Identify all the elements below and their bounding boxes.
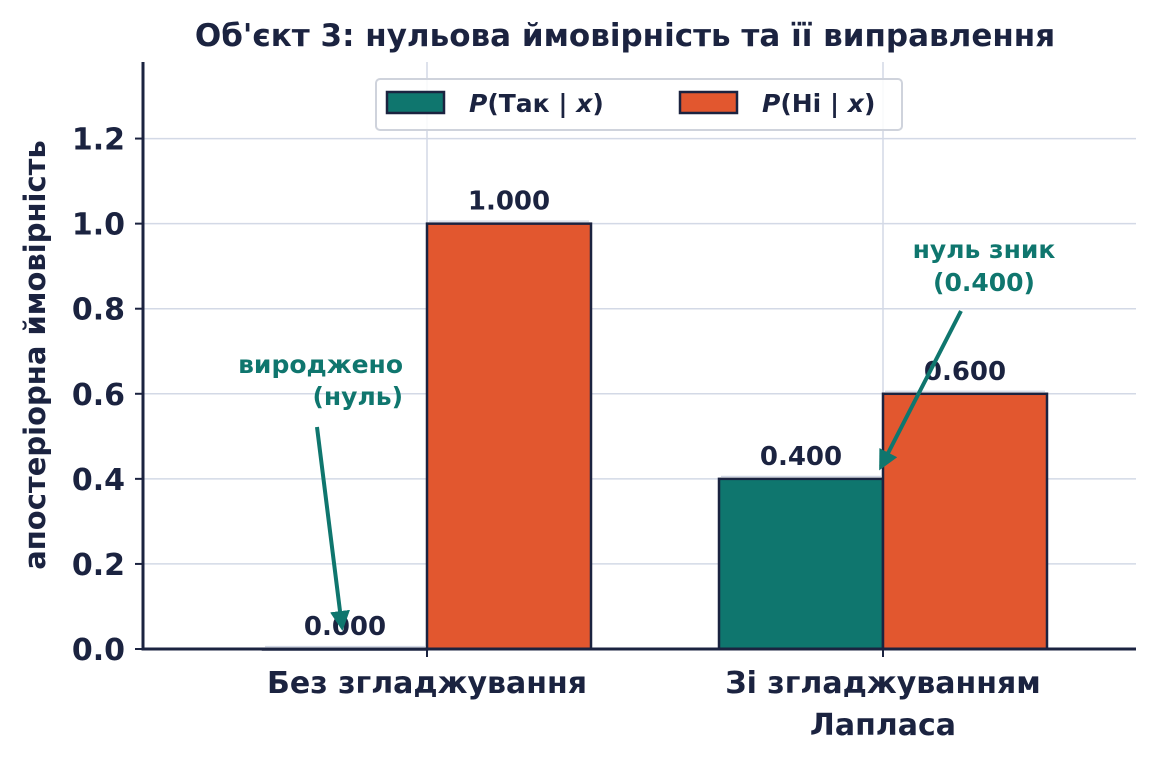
y-tick-label: 0.8 [72, 293, 125, 328]
legend-swatch [385, 90, 446, 115]
annotation-text: (нуль) [312, 382, 403, 411]
annotation-arrow [879, 310, 963, 471]
legend-label-part: (Так | [487, 89, 576, 118]
annotations: вироджено (нуль) нуль зник (0.400) [238, 235, 1056, 631]
data-label: 0.400 [760, 442, 842, 472]
data-label: 0.600 [924, 357, 1006, 387]
annotation-text: (0.400) [933, 268, 1035, 297]
legend-label-part: P [762, 89, 780, 118]
legend: P(Так | x) P(Ні | x) [375, 78, 903, 131]
bar-no-1 [881, 392, 1049, 651]
x-tick-label: Зі згладжуванням [725, 666, 1040, 701]
x-tick-label: Без згладжування [267, 666, 587, 701]
y-tick-label: 1.0 [72, 208, 125, 243]
legend-label-part: x [574, 89, 593, 118]
bar-no-0 [425, 222, 593, 651]
bars: 0.000 0.400 1.000 0.600 [261, 187, 1049, 651]
legend-label-part: (Ні | [780, 89, 847, 118]
y-tick-label: 1.2 [72, 123, 125, 158]
chart-title: Об'єкт 3: нульова ймовірність та її випр… [195, 18, 1055, 54]
legend-label-part: ) [592, 89, 603, 118]
y-tick-label: 0.0 [72, 633, 125, 668]
gridlines [143, 62, 1136, 650]
annotation-text: вироджено [238, 350, 403, 379]
y-tick-label: 0.6 [72, 378, 125, 413]
x-tick-label: Лапласа [810, 708, 956, 743]
data-label: 1.000 [468, 187, 550, 217]
legend-label: P(Ні | x) [762, 89, 875, 118]
annotation-text: нуль зник [913, 235, 1056, 264]
legend-label-part: ) [864, 89, 875, 118]
y-ticks: 0.0 0.2 0.4 0.6 0.8 1.0 1.2 [72, 123, 143, 668]
legend-swatch [678, 90, 739, 115]
y-axis-label: апостеріорна ймовірність [18, 140, 52, 570]
y-tick-label: 0.2 [72, 548, 125, 583]
legend-label-part: x [846, 89, 865, 118]
data-label: 0.000 [304, 612, 386, 642]
x-ticks: Без згладжування Зі згладжуванням Лапласа [267, 649, 1041, 743]
y-tick-label: 0.4 [72, 463, 125, 498]
bar-yes-1 [717, 477, 885, 651]
legend-label: P(Так | x) [469, 89, 604, 118]
legend-box [375, 78, 903, 131]
annotation-arrow [315, 426, 350, 631]
legend-label-part: P [469, 89, 487, 118]
